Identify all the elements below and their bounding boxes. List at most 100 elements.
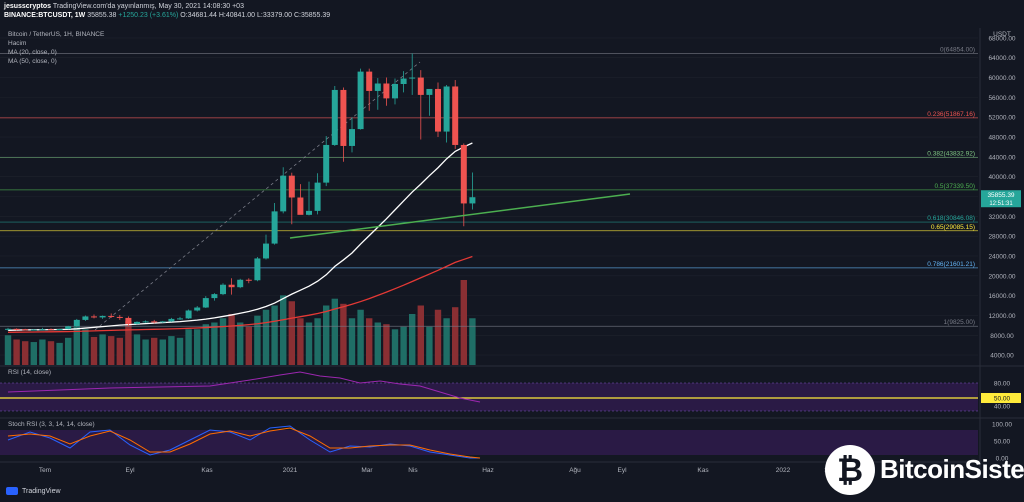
rsi-line — [7, 371, 481, 403]
price-tick-label: 60000.00 — [988, 75, 1015, 82]
candlesticks[interactable] — [5, 53, 476, 331]
candle-body — [426, 88, 433, 95]
candle — [392, 78, 398, 105]
candle-body — [168, 318, 175, 322]
candle-body — [460, 144, 467, 204]
price-tick-label: 68000.00 — [988, 35, 1015, 42]
volume-bar — [434, 309, 442, 365]
tradingview-logo[interactable]: TradingView — [6, 487, 61, 495]
candle — [125, 316, 132, 326]
volume-bar — [280, 295, 287, 365]
volume-legend[interactable]: Hacim — [8, 40, 27, 47]
candle-body — [245, 279, 252, 281]
candle-body — [392, 84, 398, 99]
candle — [469, 172, 476, 210]
volume-bar — [297, 318, 304, 365]
candle-body — [357, 71, 364, 130]
candle-body — [177, 318, 183, 320]
candle-body — [306, 210, 312, 215]
candle-body — [417, 77, 424, 95]
rsi-legend[interactable]: RSI (14, close) — [8, 369, 51, 376]
price-tick-label: 28000.00 — [988, 234, 1015, 241]
ma20-legend[interactable]: MA (20, close, 0) — [8, 49, 57, 56]
candle — [22, 328, 29, 331]
rsi-band — [0, 383, 978, 411]
stoch-legend[interactable]: Stoch RSI (3, 3, 14, 14, close) — [8, 421, 95, 428]
fib-retracement[interactable]: 0(64854.00) 0.236(51867.16) 0.382(43832.92… — [0, 47, 978, 327]
candle — [340, 87, 347, 162]
volume-bar — [73, 326, 80, 365]
candle-body — [374, 83, 381, 91]
stoch-band — [0, 430, 978, 455]
volume-bar — [65, 337, 72, 365]
price-tick-label: 52000.00 — [988, 115, 1015, 122]
volume-bar — [185, 329, 192, 365]
candle — [99, 315, 106, 319]
candle-body — [99, 315, 106, 318]
candle-body — [314, 182, 321, 211]
candle-body — [39, 329, 46, 331]
candle — [263, 234, 269, 260]
candle-body — [108, 315, 115, 317]
candle — [177, 316, 183, 320]
price-tick-label: 48000.00 — [988, 135, 1015, 142]
candle-body — [73, 319, 80, 327]
candle — [39, 327, 46, 331]
stoch-tick-label: 50.00 — [994, 439, 1011, 446]
candle — [306, 181, 312, 216]
legend-title[interactable]: Bitcoin / TetherUS, 1H, BINANCE — [8, 31, 105, 38]
candle — [142, 320, 149, 323]
support-trendline[interactable] — [289, 193, 631, 239]
rsi-tick-label: 50.00 — [994, 396, 1011, 403]
fib-trend-line[interactable] — [94, 61, 421, 331]
candle-body — [323, 144, 330, 183]
volume-bar — [159, 339, 166, 365]
price-tick-label: 44000.00 — [988, 154, 1015, 161]
time-tick-label: Ağu — [569, 467, 581, 474]
candle — [228, 278, 235, 295]
volume-bar — [13, 339, 20, 365]
price-tick-label: 56000.00 — [988, 95, 1015, 102]
time-axis[interactable]: TemEylKas2021MarNisHazAğuEylKas2022Şub — [39, 467, 836, 474]
candle — [426, 88, 433, 116]
ma50-legend[interactable]: MA (50, close, 0) — [8, 58, 57, 65]
price-tick-label: 12000.00 — [988, 313, 1015, 320]
volume-bar — [452, 307, 459, 365]
symbol-name[interactable]: BINANCE:BTCUSDT, 1W — [4, 12, 86, 19]
candle-body — [22, 329, 29, 331]
volume-bar — [426, 326, 433, 365]
candle — [13, 328, 20, 331]
author-name[interactable]: jesusscryptos — [4, 3, 52, 10]
candle — [73, 318, 80, 327]
candle — [30, 329, 37, 331]
volume-bar — [348, 318, 356, 365]
volume-bar — [56, 342, 63, 365]
volume-bar — [340, 303, 347, 365]
volume-bar — [90, 336, 98, 365]
candle-body — [56, 329, 63, 331]
rsi-tick-label: 40.00 — [994, 404, 1011, 411]
volume-bar — [22, 341, 29, 365]
candle-body — [82, 316, 89, 320]
ma50-line — [7, 255, 473, 333]
volume-bar — [460, 280, 467, 365]
volume-bar — [211, 322, 218, 365]
fib-label: 0.786(21601.21) — [927, 261, 975, 268]
volume-bar — [47, 341, 55, 365]
fib-label: 0.382(43832.92) — [927, 151, 975, 158]
candle — [134, 321, 140, 325]
candle — [194, 306, 201, 312]
candle — [254, 256, 261, 282]
rsi-50-tag — [981, 393, 1021, 403]
volume-bar — [254, 315, 261, 365]
volume-bar — [383, 324, 390, 365]
candle-body — [452, 86, 459, 145]
candle — [168, 317, 175, 322]
candle — [151, 319, 158, 324]
tradingview-icon — [6, 487, 18, 495]
svg-text:₿: ₿ — [837, 451, 863, 489]
